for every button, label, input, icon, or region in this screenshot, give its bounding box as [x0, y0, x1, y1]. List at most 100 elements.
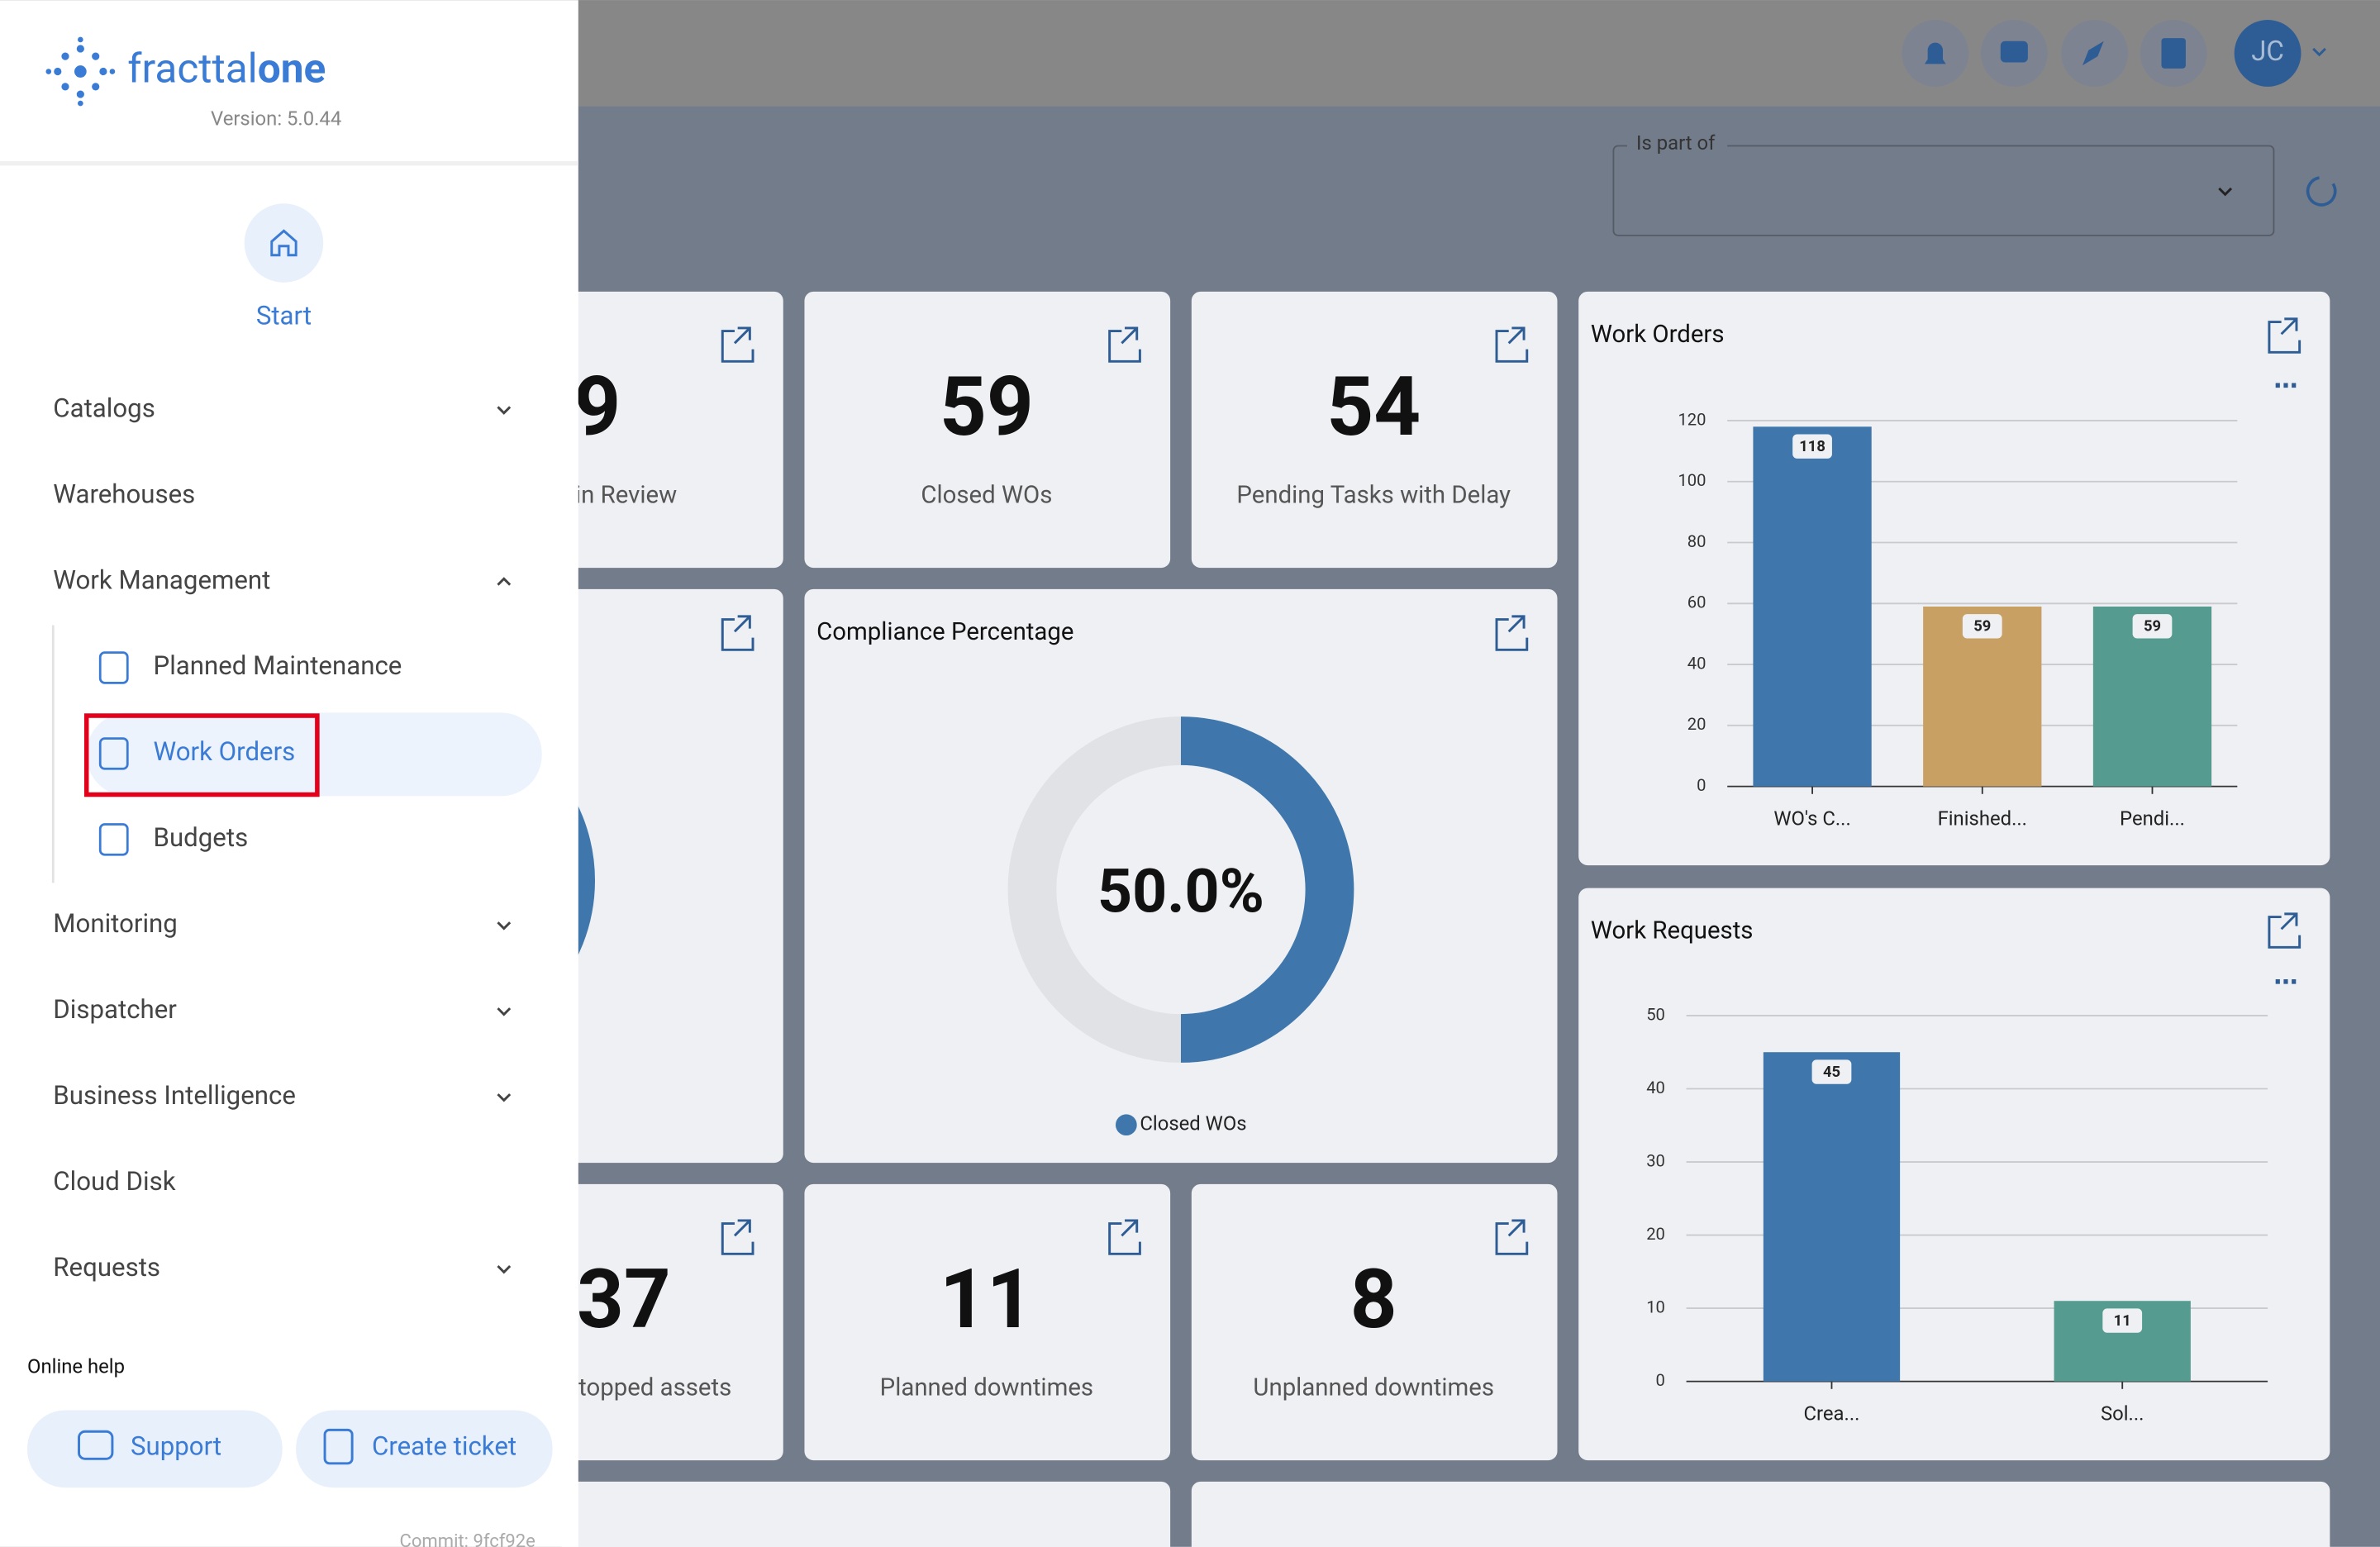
chart-menu: ⋯ — [2273, 372, 2297, 400]
ticket-button[interactable] — [296, 1410, 553, 1488]
donut-label: 50.0% — [1097, 855, 1264, 926]
menu-item[interactable]: Cloud Disk — [53, 1166, 175, 1197]
open-link-icon — [1495, 1219, 1529, 1255]
logo: fracttalone — [127, 45, 326, 93]
x-tick-label: Finished... — [1938, 807, 2027, 830]
menu-item[interactable]: Catalogs — [53, 393, 155, 423]
submenu-item[interactable]: Work Orders — [154, 736, 296, 767]
kpi-label: topped assets — [578, 1374, 731, 1402]
y-tick-label: 10 — [1646, 1297, 1665, 1316]
card — [1191, 1481, 2330, 1547]
start-label: Start — [256, 300, 312, 331]
value-label: 59 — [2144, 618, 2161, 635]
kpi-label: Pending Tasks with Delay — [1236, 482, 1511, 510]
card — [1578, 888, 2330, 1461]
y-tick-label: 30 — [1646, 1150, 1665, 1170]
x-tick-label: WO's C... — [1773, 807, 1850, 830]
y-tick-label: 100 — [1678, 470, 1706, 490]
open-link-icon — [721, 615, 754, 651]
menu-item[interactable]: Business Intelligence — [53, 1080, 296, 1111]
open-link-icon — [721, 326, 754, 363]
chart-title: Work Orders — [1591, 321, 1725, 349]
commit: Commit: 9fcf92e — [400, 1531, 536, 1547]
card — [561, 588, 783, 1164]
header-shadow — [0, 160, 578, 166]
kpi-value: 59 — [940, 359, 1034, 455]
chevron — [497, 1264, 512, 1274]
card — [561, 1481, 1171, 1547]
menu-item[interactable]: Requests — [53, 1252, 160, 1283]
chart-title: Work Requests — [1591, 917, 1754, 945]
ticket-icon — [323, 1428, 354, 1465]
start-button[interactable] — [244, 203, 324, 283]
book-icon — [2161, 38, 2186, 69]
value-label: 118 — [1799, 438, 1825, 455]
value-badge — [1792, 434, 1832, 459]
rocket-icon — [2082, 40, 2104, 66]
x-tick-label: Crea... — [1804, 1402, 1860, 1425]
card — [1191, 291, 1558, 569]
menu-item[interactable]: Warehouses — [53, 478, 195, 509]
chart-menu: ⋯ — [2273, 969, 2297, 997]
selected-bg — [86, 712, 542, 797]
support-icon — [78, 1430, 114, 1460]
avatar-initials: JC — [2251, 36, 2284, 68]
y-tick-label: 20 — [1646, 1224, 1665, 1244]
y-tick-label: 50 — [1646, 1004, 1665, 1024]
chevron — [497, 1007, 512, 1016]
chart-title: Compliance Percentage — [816, 618, 1073, 646]
refresh-icon[interactable] — [2306, 176, 2337, 207]
open-link-icon — [1495, 326, 1529, 363]
value-badge — [1811, 1059, 1852, 1084]
filter-chevron — [2218, 187, 2233, 197]
y-tick-label: 120 — [1678, 409, 1706, 429]
donut-arc — [1180, 716, 1354, 1063]
y-tick-label: 40 — [1646, 1078, 1665, 1097]
submenu-icon — [98, 651, 129, 684]
ticket-label: Create ticket — [372, 1431, 516, 1462]
kpi-label: Closed WOs — [921, 482, 1052, 510]
menu-item[interactable]: Monitoring — [53, 908, 178, 939]
y-tick-label: 60 — [1687, 593, 1706, 612]
logo-dots — [45, 36, 116, 107]
kpi-value: 11 — [940, 1252, 1034, 1348]
card — [804, 1183, 1171, 1461]
chat-icon — [2000, 40, 2028, 63]
x-tick-label: Sol... — [2101, 1402, 2144, 1425]
card — [804, 588, 1558, 1164]
value-badge — [2132, 614, 2173, 639]
menu-item[interactable]: Dispatcher — [53, 994, 177, 1025]
chevron — [497, 921, 512, 931]
menu-item[interactable]: Work Management — [53, 564, 270, 595]
x-tick-label: Pendi... — [2120, 807, 2185, 830]
open-link-icon — [721, 1219, 754, 1255]
submenu-item[interactable]: Planned Maintenance — [154, 650, 402, 681]
y-tick-label: 40 — [1687, 653, 1706, 673]
bar — [1763, 1052, 1901, 1382]
card — [1191, 1183, 1558, 1461]
support-button[interactable] — [27, 1410, 283, 1488]
y-tick-label: 0 — [1656, 1370, 1665, 1390]
avatar[interactable] — [2234, 20, 2301, 87]
submenu-icon — [98, 823, 129, 856]
highlight-box — [83, 713, 320, 797]
kpi-value: 9 — [574, 359, 621, 455]
sidebar: fracttalone Version: 5.0.44 Start Catalo… — [0, 0, 578, 1547]
bar — [1753, 426, 1872, 787]
value-label: 11 — [2114, 1312, 2131, 1330]
kpi-label: Planned downtimes — [880, 1374, 1093, 1402]
open-link-icon — [2268, 912, 2301, 949]
kpi-label: in Review — [575, 482, 677, 510]
home-icon — [270, 229, 298, 257]
filter-box[interactable] — [1612, 145, 2275, 236]
value-label: 59 — [1973, 618, 1991, 635]
submenu-item[interactable]: Budgets — [154, 822, 249, 853]
chevron — [497, 577, 512, 586]
submenu-icon — [98, 737, 129, 770]
menu: Catalogs Warehouses Work Management Planned… — [51, 393, 542, 1283]
version: Version: 5.0.44 — [211, 107, 341, 131]
y-tick-label: 80 — [1687, 531, 1706, 551]
kpi-value: 37 — [577, 1252, 671, 1348]
kpi-value: 8 — [1350, 1252, 1397, 1348]
